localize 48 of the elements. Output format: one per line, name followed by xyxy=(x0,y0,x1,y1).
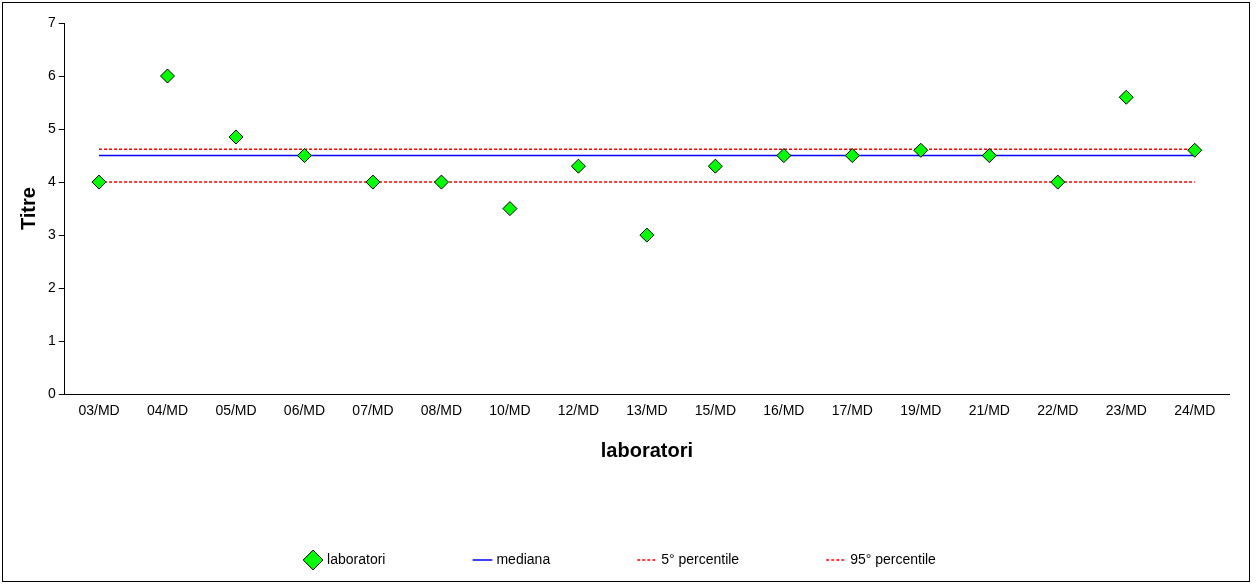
point xyxy=(365,174,381,190)
point xyxy=(981,148,997,164)
y-tick-label: 7 xyxy=(47,13,56,30)
point xyxy=(913,142,929,158)
legend-label: 95° percentile xyxy=(850,550,937,567)
point xyxy=(570,158,586,174)
x-tick-label: 17/MD xyxy=(831,402,873,419)
y-tick-label: 1 xyxy=(47,332,56,349)
x-tick-label: 04/MD xyxy=(146,402,189,419)
point xyxy=(502,201,518,217)
y-tick-label: 6 xyxy=(47,66,56,83)
x-tick-label: 21/MD xyxy=(968,402,1010,419)
y-tick-label: 4 xyxy=(47,172,56,189)
x-tick-label: 13/MD xyxy=(626,402,668,419)
point xyxy=(1187,142,1203,158)
y-tick-label: 0 xyxy=(47,385,56,402)
point xyxy=(1118,89,1134,105)
legend-label: 5° percentile xyxy=(661,550,740,567)
x-tick-label: 23/MD xyxy=(1105,402,1147,419)
x-tick-label: 22/MD xyxy=(1037,402,1079,419)
x-axis-title: laboratori xyxy=(600,438,694,461)
point xyxy=(296,148,312,164)
legend-label: laboratori xyxy=(327,550,386,567)
x-tick-label: 03/MD xyxy=(78,402,120,419)
point xyxy=(776,148,792,164)
point xyxy=(91,174,107,190)
x-tick-label: 10/MD xyxy=(489,402,531,419)
y-tick-label: 3 xyxy=(47,225,56,242)
x-tick-label: 08/MD xyxy=(420,402,463,419)
x-tick-label: 15/MD xyxy=(694,402,736,419)
x-tick-label: 19/MD xyxy=(900,402,942,419)
x-tick-label: 05/MD xyxy=(215,402,257,419)
y-tick-label: 5 xyxy=(47,119,56,136)
y-tick-label: 2 xyxy=(47,279,56,295)
point xyxy=(228,129,244,145)
y-axis-title: Titre xyxy=(16,187,39,231)
legend-label: mediana xyxy=(496,550,551,567)
x-tick-label: 16/MD xyxy=(763,402,805,419)
point xyxy=(1050,174,1066,190)
x-tick-label: 24/MD xyxy=(1174,402,1216,419)
point xyxy=(844,148,860,164)
point xyxy=(433,174,449,190)
x-tick-label: 06/MD xyxy=(283,402,326,419)
x-tick-label: 07/MD xyxy=(352,402,394,419)
point xyxy=(160,68,176,84)
point xyxy=(707,158,723,174)
point xyxy=(639,227,655,243)
x-tick-label: 12/MD xyxy=(557,402,600,419)
